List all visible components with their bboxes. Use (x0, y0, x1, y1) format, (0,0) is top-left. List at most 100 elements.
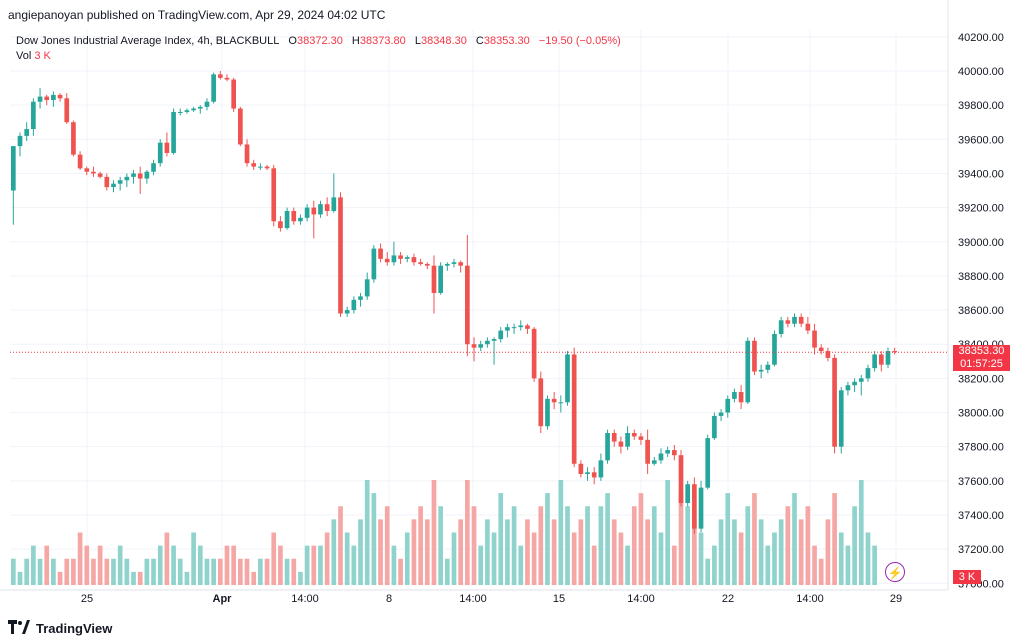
candle-body (31, 101, 36, 130)
candle-body (685, 484, 691, 504)
price-axis[interactable]: 40200.00 40000.00 39800.00 39600.00 39400.00… (947, 0, 1004, 590)
volume-bar (838, 532, 844, 585)
candle-body (485, 340, 490, 345)
volume-bar (645, 519, 650, 585)
volume-bar (444, 558, 450, 585)
last-price-tag: 38353.30 01:57:25 (953, 345, 1010, 371)
candle-body (17, 135, 23, 147)
volume-bar (311, 545, 317, 585)
time-tick-label: 14:00 (459, 593, 487, 605)
tradingview-logo-icon[interactable] (8, 620, 30, 637)
volume-bar (518, 545, 524, 585)
price-tick-label: 38800.00 (958, 271, 1004, 283)
volume-bar (117, 545, 123, 585)
candle-body (665, 450, 670, 454)
candle-body (358, 296, 363, 300)
candle-body (271, 168, 277, 222)
volume-bar (818, 558, 824, 585)
volume-bar (364, 480, 370, 585)
candle-body (364, 279, 370, 297)
volume-bar (665, 480, 670, 585)
volume-bar (598, 506, 604, 585)
high-label: H (351, 35, 360, 47)
footer: TradingView (8, 620, 112, 637)
volume-bar (852, 506, 857, 585)
volume-bar (251, 571, 257, 585)
volume-bar (77, 532, 83, 585)
candle-body (91, 171, 96, 174)
volume-bar (631, 506, 637, 585)
candle-body (792, 316, 797, 324)
volume-bar (618, 532, 624, 585)
volume-bar (358, 519, 363, 585)
volume-value: 3 K (34, 50, 51, 62)
candle-body (171, 111, 176, 153)
open-label: O (288, 35, 297, 47)
volume-bar (498, 493, 504, 585)
candle-body (344, 310, 350, 314)
volume-bar (732, 519, 737, 585)
candle-body (84, 168, 90, 172)
candle-body (858, 378, 864, 382)
price-tick-label: 39200.00 (958, 203, 1004, 215)
volume-bar (398, 558, 403, 585)
volume-bar (758, 519, 764, 585)
price-tick-label: 38200.00 (958, 373, 1004, 385)
volume-bar (698, 532, 704, 585)
time-axis[interactable]: 25 Apr 14:00 8 14:00 15 14:00 22 14:00 29 (0, 589, 948, 605)
candle-body (798, 316, 804, 324)
volume-bar (625, 545, 630, 585)
candle-body (211, 74, 216, 102)
symbol-title: Dow Jones Industrial Average Index, 4h, … (16, 35, 280, 47)
candle-body (571, 354, 577, 464)
candle-body (104, 176, 110, 188)
candle-body (705, 438, 711, 488)
candle-body (311, 207, 317, 215)
time-tick-label: 25 (81, 593, 93, 605)
flash-icon[interactable]: ⚡ (885, 562, 905, 582)
volume-bar (144, 558, 150, 585)
volume-bar (124, 558, 130, 585)
volume-bar (271, 532, 277, 585)
candle-body (631, 433, 637, 437)
volume-bar (164, 532, 170, 585)
price-tick-label: 40000.00 (958, 66, 1004, 78)
candle-body (625, 433, 630, 447)
candle-body (371, 248, 377, 280)
volume-bar (224, 545, 230, 585)
candle-body (217, 74, 223, 78)
volume-bar (705, 558, 711, 585)
candle-body (832, 357, 837, 447)
volume-bar (11, 558, 16, 585)
volume-bar (505, 519, 510, 585)
volume-bar (712, 545, 717, 585)
close-value: 38353.30 (483, 35, 530, 47)
volume-bar (151, 558, 156, 585)
volume-bar (391, 545, 397, 585)
symbol-legend: Dow Jones Industrial Average Index, 4h, … (16, 34, 627, 64)
volume-bar (71, 558, 76, 585)
candle-body (712, 415, 717, 439)
candle-body (718, 412, 724, 416)
candle-body (37, 96, 43, 102)
candle-body (511, 327, 517, 329)
candle-body (671, 450, 677, 456)
footer-brand[interactable]: TradingView (36, 621, 113, 636)
candle-body (304, 207, 310, 218)
volume-bar (264, 558, 270, 585)
candle-body (151, 163, 156, 172)
volume-bar (845, 545, 851, 585)
candle-body (298, 217, 303, 222)
volume-bar (872, 545, 877, 585)
candle-body (878, 354, 884, 365)
volume-bar (812, 545, 817, 585)
price-tick-label: 37600.00 (958, 476, 1004, 488)
volume-bar (465, 480, 470, 585)
candle-body (124, 176, 130, 181)
candle-body (471, 344, 477, 348)
candle-body (678, 455, 684, 504)
candle-body (191, 108, 196, 111)
candle-body (585, 472, 590, 474)
candle-body (57, 94, 63, 99)
